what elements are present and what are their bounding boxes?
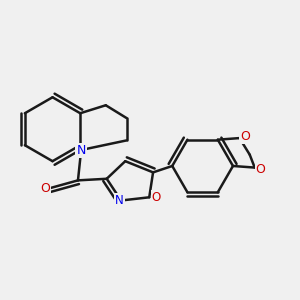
Text: N: N: [115, 194, 124, 207]
Text: N: N: [76, 143, 86, 157]
Text: O: O: [256, 163, 266, 176]
Text: O: O: [152, 191, 161, 204]
Text: O: O: [40, 182, 50, 195]
Text: O: O: [240, 130, 250, 143]
